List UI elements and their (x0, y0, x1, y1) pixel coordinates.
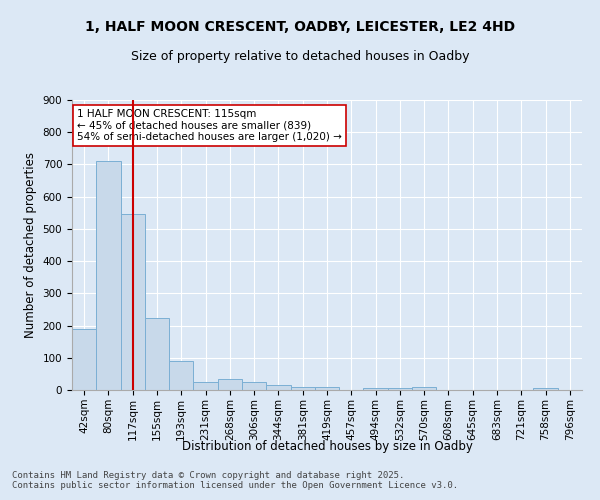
Bar (290, 387, 315, 390)
Bar (242, 382, 266, 390)
Text: Contains HM Land Registry data © Crown copyright and database right 2025.
Contai: Contains HM Land Registry data © Crown c… (12, 470, 458, 490)
Text: 1 HALF MOON CRESCENT: 115sqm
← 45% of detached houses are smaller (839)
54% of s: 1 HALF MOON CRESCENT: 115sqm ← 45% of de… (77, 108, 342, 142)
Bar (218, 378, 242, 390)
Text: Size of property relative to detached houses in Oadby: Size of property relative to detached ho… (131, 50, 469, 63)
Bar (315, 387, 339, 390)
Text: 1, HALF MOON CRESCENT, OADBY, LEICESTER, LE2 4HD: 1, HALF MOON CRESCENT, OADBY, LEICESTER,… (85, 20, 515, 34)
Bar (145, 318, 169, 390)
Bar (193, 382, 218, 390)
Bar (169, 361, 193, 390)
Bar (266, 385, 290, 390)
Bar (72, 329, 96, 390)
Bar (388, 388, 412, 390)
Bar (364, 388, 388, 390)
Bar (121, 214, 145, 390)
Bar (412, 387, 436, 390)
Y-axis label: Number of detached properties: Number of detached properties (24, 152, 37, 338)
Bar (533, 388, 558, 390)
Text: Distribution of detached houses by size in Oadby: Distribution of detached houses by size … (182, 440, 472, 453)
Bar (96, 161, 121, 390)
